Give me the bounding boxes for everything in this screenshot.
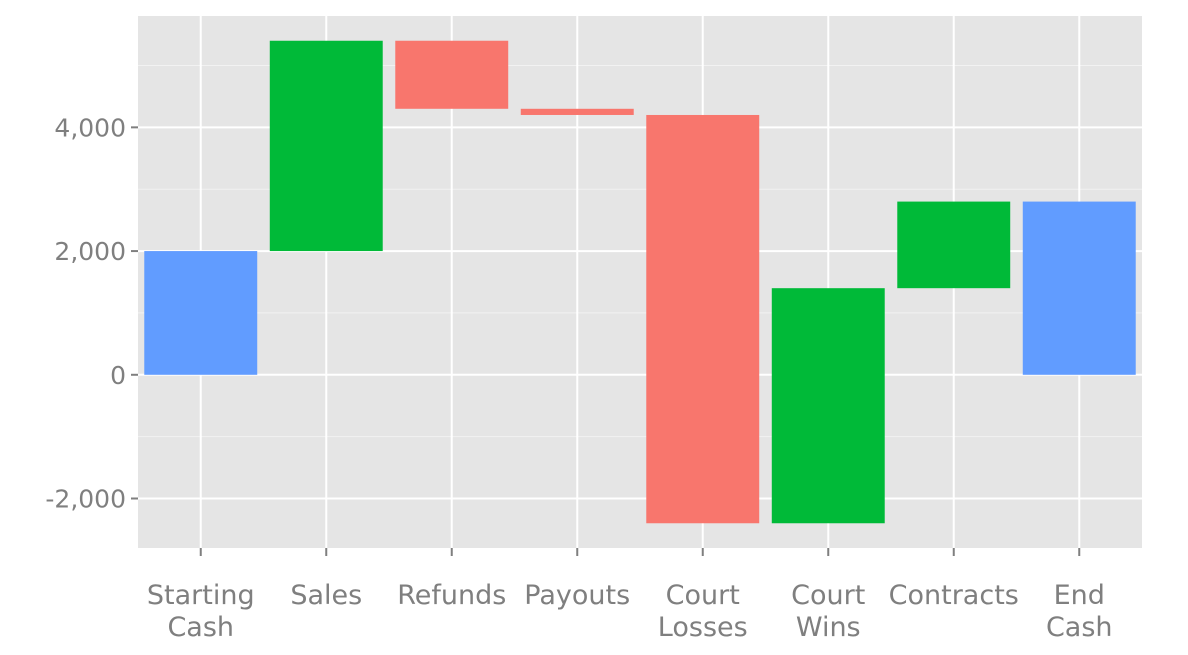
x-tick-label: End Cash xyxy=(1046,580,1113,643)
y-axis: -2,000 0 2,000 4,000 xyxy=(45,113,138,514)
y-tick-label: 4,000 xyxy=(54,113,126,142)
x-tick-label: Court Losses xyxy=(658,580,748,643)
x-tick-label: Sales xyxy=(290,580,362,611)
bar-increase xyxy=(269,40,383,252)
bar-increase xyxy=(897,201,1011,289)
x-tick-label: Starting Cash xyxy=(147,580,255,643)
bar-total xyxy=(144,251,258,375)
bars xyxy=(144,40,1136,524)
bar-total xyxy=(1022,201,1136,375)
y-tick-label: -2,000 xyxy=(45,485,126,514)
x-tick-label: Court Wins xyxy=(791,580,865,643)
y-tick-label: 0 xyxy=(110,361,126,390)
bar-decrease xyxy=(520,108,634,115)
x-axis: Starting Cash Sales Refunds Payouts Court Loss… xyxy=(147,548,1113,643)
bar-decrease xyxy=(395,40,509,109)
x-tick-label: Refunds xyxy=(397,580,506,611)
x-tick-label: Payouts xyxy=(524,580,630,611)
bar-increase xyxy=(771,288,885,524)
bar-decrease xyxy=(646,114,760,524)
y-tick-label: 2,000 xyxy=(54,237,126,266)
x-tick-label: Contracts xyxy=(889,580,1019,611)
